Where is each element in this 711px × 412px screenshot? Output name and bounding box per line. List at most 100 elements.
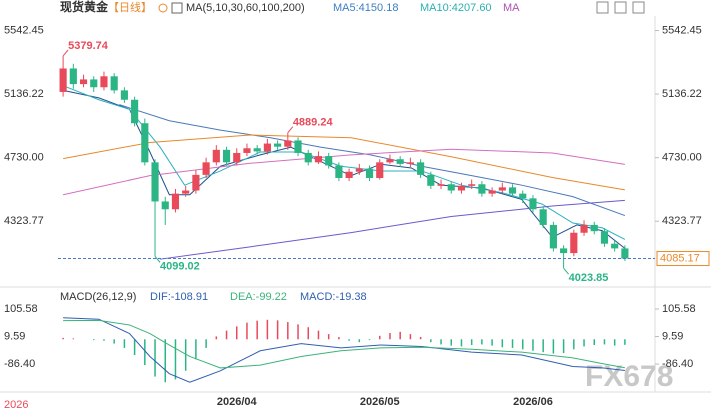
candle-body <box>90 79 98 88</box>
candle-body <box>243 148 251 153</box>
candle-body <box>192 174 200 191</box>
candle-body <box>294 140 302 153</box>
candle-body <box>274 143 282 147</box>
macd-bar <box>113 339 115 344</box>
annotation-line <box>62 49 69 57</box>
candle-body <box>386 159 394 163</box>
ma-line <box>119 104 626 217</box>
candle-body <box>519 193 527 199</box>
macd-bar <box>236 326 238 340</box>
macd-bar <box>307 327 309 340</box>
candle-body <box>233 152 241 163</box>
icon[interactable] <box>596 1 609 14</box>
icon[interactable] <box>158 3 168 13</box>
candle-body <box>253 148 261 152</box>
macd-bar <box>205 339 207 348</box>
candle-body <box>110 76 118 91</box>
y-tick-label: -86.40 <box>4 358 35 370</box>
macd-bar <box>624 339 626 345</box>
y-tick-label: 4730.00 <box>4 152 44 164</box>
macd-bar <box>174 339 177 380</box>
macd-bar <box>481 339 483 345</box>
icon[interactable] <box>632 1 645 14</box>
candle-body <box>539 209 547 225</box>
macd-bar <box>184 339 187 371</box>
ma-value: MA10:4207.60 <box>420 2 492 14</box>
macd-bar <box>460 339 463 347</box>
ma-line <box>160 199 625 260</box>
macd-bar <box>256 320 258 340</box>
macd-bar <box>225 330 228 340</box>
macd-bar <box>348 339 350 341</box>
annotation-line <box>563 267 569 275</box>
icon[interactable] <box>171 2 183 14</box>
x-tick-label: 2026/04 <box>217 396 258 408</box>
ma-label: MA(5,10,30,60,100,200) <box>186 2 305 14</box>
y-tick-label: 105.58 <box>4 303 38 315</box>
macd-value: MACD:-19.38 <box>300 291 367 303</box>
macd-bar <box>470 339 473 346</box>
macd-bar <box>603 339 606 345</box>
macd-bar <box>266 319 269 340</box>
macd-bar <box>613 339 616 346</box>
y-tick-label: 4323.77 <box>4 215 44 227</box>
macd-bar <box>583 339 585 347</box>
candle-body <box>161 201 169 210</box>
macd-bar <box>419 336 422 340</box>
macd-bar <box>430 339 432 343</box>
year-tag: 2026 <box>4 399 28 411</box>
ma-value: MA5:4150.18 <box>333 2 398 14</box>
y-tick-label: 5136.22 <box>4 88 44 100</box>
candle-body <box>529 198 537 210</box>
candle-body <box>151 162 159 202</box>
annotation: 5379.74 <box>68 40 109 52</box>
y-tick-label: 9.59 <box>4 330 25 342</box>
macd-bar <box>154 339 156 377</box>
annotation-line <box>287 126 294 134</box>
macd-bar <box>562 339 565 354</box>
candle-body <box>406 162 414 164</box>
macd-line <box>63 319 625 369</box>
candle-body <box>263 143 271 152</box>
macd-label: MACD(26,12,9) <box>60 291 136 303</box>
candle-body <box>580 224 588 233</box>
macd-value: DIF:-108.91 <box>150 291 208 303</box>
candle-body <box>508 187 517 194</box>
macd-bar <box>511 339 514 348</box>
watermark: FX678 <box>585 360 673 393</box>
macd-bar <box>297 324 299 340</box>
macd-bar <box>409 334 412 340</box>
annotation: 4099.02 <box>160 260 200 272</box>
candle-body <box>79 79 88 85</box>
macd-bar <box>491 339 493 346</box>
candle-body <box>131 99 139 124</box>
macd-bar <box>501 339 504 348</box>
macd-bar <box>276 320 279 340</box>
candle-body <box>222 149 231 163</box>
macd-bar <box>368 339 371 341</box>
candle-body <box>611 243 619 249</box>
macd-value: DEA:-99.22 <box>230 291 287 303</box>
y-tick-label: 5542.45 <box>4 24 44 36</box>
macd-bar <box>440 339 442 345</box>
candle-body <box>325 156 333 166</box>
annotation-line <box>154 256 161 263</box>
candle-body <box>284 140 292 147</box>
candle-body <box>570 232 578 254</box>
macd-bar <box>593 339 595 346</box>
title: 现货黄金 <box>60 0 109 14</box>
candle-body <box>171 193 180 210</box>
candle-body <box>468 184 476 186</box>
icon[interactable] <box>614 1 627 14</box>
candle-body <box>457 185 466 191</box>
macd-line <box>63 317 625 383</box>
ma-line <box>62 148 625 196</box>
candle-body <box>141 123 149 163</box>
x-tick-label: 2026/06 <box>513 396 553 408</box>
candle-body <box>447 184 455 191</box>
macd-bar <box>72 338 75 340</box>
macd-bar <box>133 339 136 356</box>
candle-body <box>355 168 363 172</box>
